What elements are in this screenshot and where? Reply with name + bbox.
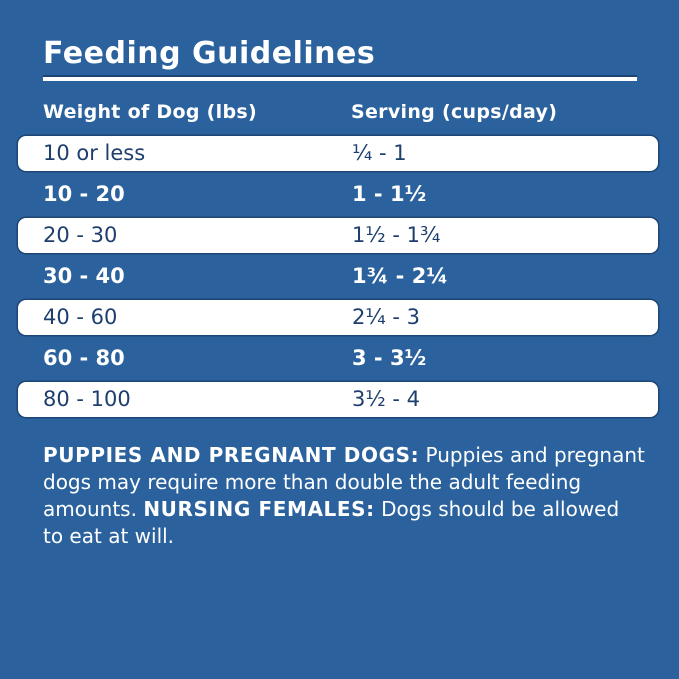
weight-column-header: Weight of Dog (lbs) xyxy=(43,101,257,123)
weight-cell: 30 - 40 xyxy=(43,264,125,288)
serving-cell: 1¾ - 2¼ xyxy=(352,264,449,288)
table-row: 30 - 40 1¾ - 2¼ xyxy=(18,259,658,294)
table-header-row: Weight of Dog (lbs) Serving (cups/day) xyxy=(0,101,679,125)
feeding-notes: PUPPIES AND PREGNANT DOGS: Puppies and p… xyxy=(43,442,645,550)
notes-text: amounts. xyxy=(43,497,144,521)
notes-line: PUPPIES AND PREGNANT DOGS: Puppies and p… xyxy=(43,442,645,469)
weight-cell: 20 - 30 xyxy=(43,223,118,247)
weight-cell: 40 - 60 xyxy=(43,305,118,329)
serving-cell: 1 - 1½ xyxy=(352,182,427,206)
table-row: 80 - 100 3½ - 4 xyxy=(18,382,658,417)
notes-text: Dogs should be allowed xyxy=(374,497,620,521)
serving-cell: 1½ - 1¾ xyxy=(352,223,441,247)
notes-text: dogs may require more than double the ad… xyxy=(43,470,582,494)
table-row: 10 or less ¼ - 1 xyxy=(18,136,658,171)
table-row: 60 - 80 3 - 3½ xyxy=(18,341,658,376)
notes-text: to eat at will. xyxy=(43,524,175,548)
table-row: 40 - 60 2¼ - 3 xyxy=(18,300,658,335)
notes-text: Puppies and pregnant xyxy=(419,443,645,467)
title-underline xyxy=(43,77,637,81)
weight-cell: 60 - 80 xyxy=(43,346,125,370)
table-row: 10 - 20 1 - 1½ xyxy=(18,177,658,212)
page-title: Feeding Guidelines xyxy=(43,36,376,71)
notes-line: amounts. NURSING FEMALES: Dogs should be… xyxy=(43,496,643,523)
notes-line: to eat at will. xyxy=(43,523,643,550)
table-row: 20 - 30 1½ - 1¾ xyxy=(18,218,658,253)
feeding-table: 10 or less ¼ - 1 10 - 20 1 - 1½ 20 - 30 … xyxy=(18,136,658,423)
serving-column-header: Serving (cups/day) xyxy=(351,101,558,123)
nursing-females-label: NURSING FEMALES: xyxy=(143,497,375,521)
serving-cell: ¼ - 1 xyxy=(352,141,407,165)
weight-cell: 80 - 100 xyxy=(43,387,131,411)
serving-cell: 2¼ - 3 xyxy=(352,305,421,329)
notes-line: dogs may require more than double the ad… xyxy=(43,469,643,496)
puppies-pregnant-label: PUPPIES AND PREGNANT DOGS: xyxy=(43,443,420,467)
serving-cell: 3½ - 4 xyxy=(352,387,421,411)
serving-cell: 3 - 3½ xyxy=(352,346,427,370)
weight-cell: 10 or less xyxy=(43,141,146,165)
weight-cell: 10 - 20 xyxy=(43,182,125,206)
